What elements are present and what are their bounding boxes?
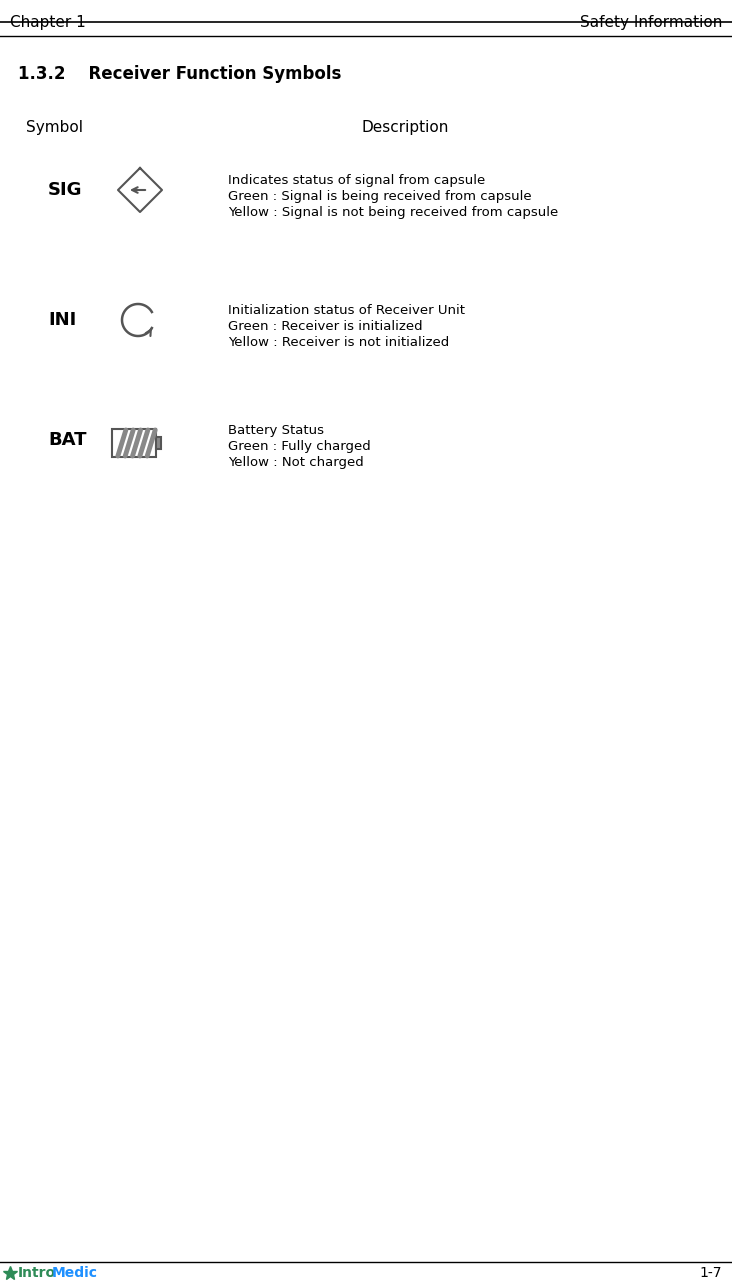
Text: BAT: BAT: [48, 431, 86, 449]
Bar: [112, 429, 156, 457]
Text: Green : Fully charged: Green : Fully charged: [228, 440, 370, 453]
Text: Yellow : Receiver is not initialized: Yellow : Receiver is not initialized: [228, 336, 449, 349]
Text: Safety Information: Safety Information: [580, 15, 722, 30]
Text: Yellow : Not charged: Yellow : Not charged: [228, 456, 364, 469]
Text: Description: Description: [362, 119, 449, 135]
Text: Chapter 1: Chapter 1: [10, 15, 86, 30]
Text: Initialization status of Receiver Unit: Initialization status of Receiver Unit: [228, 304, 465, 317]
Text: Intro: Intro: [18, 1266, 56, 1280]
Text: Medic: Medic: [52, 1266, 98, 1280]
Text: Yellow : Signal is not being received from capsule: Yellow : Signal is not being received fr…: [228, 205, 559, 220]
Text: Battery Status: Battery Status: [228, 424, 324, 437]
Text: Indicates status of signal from capsule: Indicates status of signal from capsule: [228, 175, 485, 187]
Bar: [156, 437, 161, 449]
Text: SIG: SIG: [48, 181, 83, 199]
Text: INI: INI: [48, 311, 76, 329]
Text: Green : Signal is being received from capsule: Green : Signal is being received from ca…: [228, 190, 531, 203]
Text: Green : Receiver is initialized: Green : Receiver is initialized: [228, 320, 422, 333]
Text: 1.3.2    Receiver Function Symbols: 1.3.2 Receiver Function Symbols: [18, 65, 341, 83]
Text: Symbol: Symbol: [26, 119, 83, 135]
Text: 1-7: 1-7: [700, 1266, 722, 1280]
